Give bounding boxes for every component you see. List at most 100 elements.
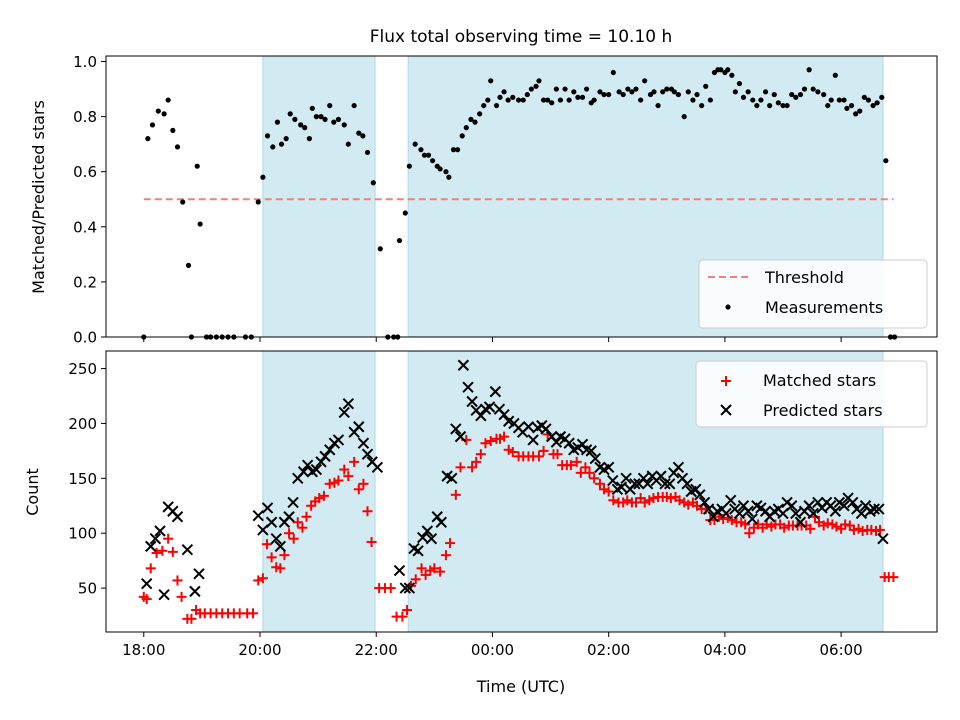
x-b — [287, 496, 299, 509]
measurement-point — [437, 166, 443, 172]
measurement-point — [771, 91, 777, 98]
x-b — [265, 516, 278, 528]
matched-star-marker — [450, 489, 461, 500]
x-b — [140, 577, 153, 590]
measurement-point — [472, 119, 478, 125]
x-b — [803, 500, 815, 512]
x-b — [431, 511, 443, 523]
predicted-star-marker — [589, 452, 602, 465]
measurement-point — [685, 89, 691, 95]
count-legend: Matched stars Predicted stars — [695, 360, 928, 428]
x-b — [742, 505, 754, 517]
x-b — [690, 483, 702, 496]
matched-star-marker — [435, 566, 446, 577]
matched-star-marker — [552, 449, 563, 460]
measurement-point — [638, 97, 644, 103]
ratio-y-axis-label: Matched/Predicted stars — [29, 100, 48, 294]
x-tick-label: 02:00 — [587, 641, 630, 659]
predicted-star-marker — [829, 505, 842, 517]
matched-star-marker — [176, 591, 187, 602]
ratio-x-ticks — [143, 337, 842, 342]
x-b — [877, 532, 889, 545]
measurement-point — [625, 86, 631, 92]
x-b — [324, 444, 336, 456]
x-b — [607, 474, 619, 487]
x-b — [546, 430, 558, 443]
measurement-point — [707, 97, 713, 103]
predicted-star-marker — [154, 525, 166, 537]
predicted-star-marker — [149, 532, 162, 545]
measurement-point — [194, 163, 200, 169]
x-b — [353, 421, 365, 433]
x-b — [733, 507, 746, 520]
x-b — [261, 502, 274, 514]
measurement-points — [141, 67, 898, 340]
y-tick-label: 250 — [68, 360, 97, 378]
predicted-star-marker — [338, 406, 350, 419]
measurement-point — [801, 86, 808, 92]
measurement-point — [699, 102, 705, 109]
measurement-point — [278, 141, 285, 147]
x-b — [659, 478, 671, 490]
predicted-star-marker — [371, 461, 384, 474]
matched-star-marker — [848, 524, 859, 535]
x-b — [158, 588, 170, 601]
predicted-star-marker — [342, 397, 355, 410]
x-b — [724, 494, 737, 506]
predicted-star-marker — [527, 434, 539, 446]
measurement-point — [425, 152, 432, 158]
measurement-point — [345, 141, 351, 147]
measurement-point — [180, 199, 186, 205]
predicted-star-marker — [287, 496, 299, 509]
predicted-star-marker — [659, 478, 671, 490]
x-b — [252, 509, 264, 522]
measurement-point — [745, 89, 751, 95]
measurement-point — [647, 91, 654, 98]
matched-star-marker — [301, 511, 312, 522]
measurement-point — [797, 91, 804, 98]
measurement-point — [309, 105, 315, 111]
predicted-star-marker — [450, 423, 462, 435]
measurement-point — [528, 86, 534, 92]
predicted-star-marker — [361, 448, 374, 460]
measurement-point — [364, 149, 371, 156]
predicted-star-marker — [403, 582, 416, 594]
x-b — [393, 564, 406, 577]
measurement-point — [675, 91, 682, 98]
matched-star-marker — [186, 613, 197, 624]
x-b — [171, 511, 184, 523]
matched-star-marker — [805, 523, 816, 534]
measurement-point — [711, 69, 718, 76]
matched-star-marker — [157, 545, 168, 556]
measurement-point — [815, 89, 821, 95]
measurement-point — [450, 147, 457, 153]
predicted-star-marker — [585, 445, 597, 457]
matched-star-marker — [888, 572, 899, 583]
y-tick-label: 1.0 — [73, 53, 97, 71]
x-tick-label: 04:00 — [703, 641, 746, 659]
predicted-star-marker — [746, 513, 758, 525]
predicted-star-marker — [855, 507, 868, 520]
x-b — [421, 525, 434, 537]
predicted-star-marker — [412, 545, 424, 557]
matched-star-marker — [471, 456, 482, 467]
matched-star-marker — [740, 519, 751, 530]
matched-star-marker — [630, 497, 641, 508]
predicted-star-marker — [576, 438, 589, 451]
predicted-star-marker — [877, 532, 889, 545]
predicted-star-marker — [720, 507, 732, 520]
matched-star-marker — [416, 563, 427, 574]
x-b — [338, 406, 350, 419]
x-b — [629, 478, 641, 490]
measurement-point — [793, 94, 799, 100]
predicted-star-marker — [807, 507, 819, 520]
time-x-axis: 18:00 20:00 22:00 00:00 02:00 04:00 06:00 — [122, 632, 863, 659]
predicted-star-marker — [475, 410, 487, 422]
measurement-point — [629, 89, 635, 95]
measurement-point — [161, 111, 167, 117]
ratio-legend: Threshold Measurements — [698, 259, 928, 329]
x-b — [149, 532, 162, 545]
x-b — [620, 472, 632, 485]
measurement-point — [155, 108, 161, 114]
matched-star-marker — [324, 478, 335, 489]
